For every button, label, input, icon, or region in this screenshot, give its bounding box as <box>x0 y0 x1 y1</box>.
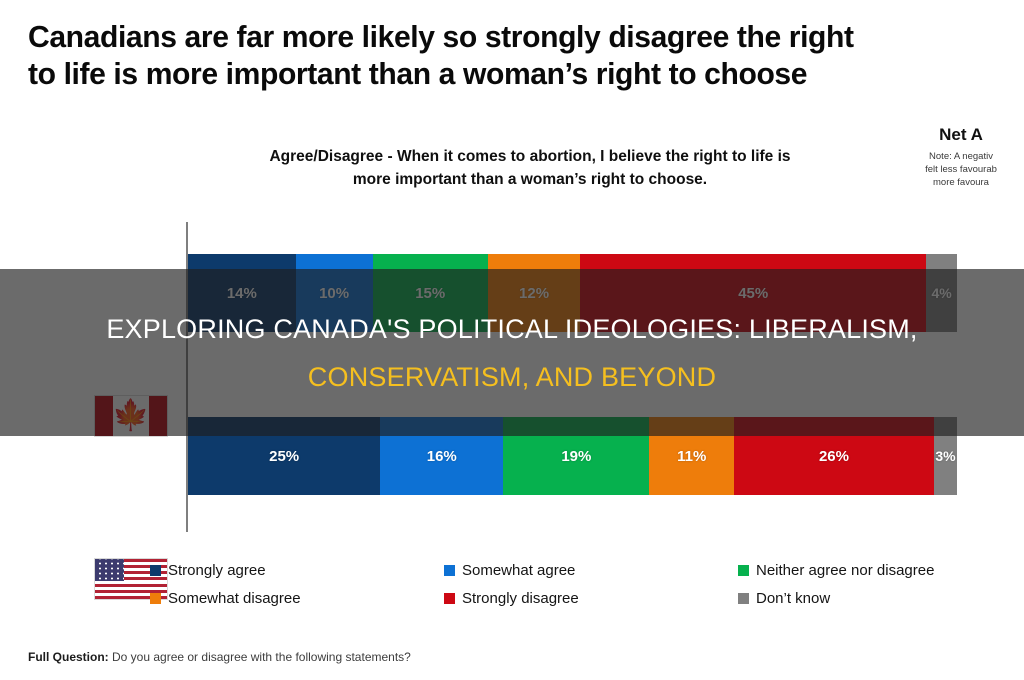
legend-item-strongly-agree[interactable]: Strongly agree <box>150 556 444 584</box>
legend-item-neither-agree-nor-disagree[interactable]: Neither agree nor disagree <box>738 556 950 584</box>
bar-segment-value: 26% <box>818 447 849 465</box>
bar-segment-value: 25% <box>269 447 300 465</box>
legend-swatch-icon <box>444 564 455 576</box>
overlay-scrim <box>0 269 1024 436</box>
bar-segment-value: 3% <box>935 448 956 464</box>
bar-segment-value: 19% <box>561 447 592 465</box>
bar-segment-don-t-know: 3% <box>933 417 957 495</box>
chart-subtitle: Agree/Disagree - When it comes to aborti… <box>190 145 870 191</box>
page-headline: Canadians are far more likely so strongl… <box>28 18 974 92</box>
full-question-text: Do you agree or disagree with the follow… <box>108 650 411 664</box>
legend-label: Somewhat agree <box>462 561 576 579</box>
net-agree-note-line-2: felt less favourab <box>925 164 997 175</box>
legend-label: Strongly agree <box>168 561 266 579</box>
chart-legend: Strongly agree Somewhat agree Neither agre… <box>150 556 950 612</box>
legend-swatch-icon <box>738 564 749 576</box>
legend-item-don-t-know[interactable]: Don’t know <box>738 584 950 612</box>
bar-segment-value: 11% <box>677 447 707 465</box>
headline-line-1: Canadians are far more likely so strongl… <box>28 19 854 54</box>
legend-item-somewhat-disagree[interactable]: Somewhat disagree <box>150 584 444 612</box>
bar-segment-value: 16% <box>426 447 457 465</box>
chart-subtitle-line-2: more important than a woman’s right to c… <box>352 171 708 188</box>
legend-label: Neither agree nor disagree <box>756 561 935 579</box>
legend-swatch-icon <box>150 592 161 604</box>
net-agree-block: Net A Note: A negativ felt less favourab… <box>856 125 1024 189</box>
net-agree-note-line-1: Note: A negativ <box>929 151 993 162</box>
net-agree-title: Net A <box>939 125 983 144</box>
legend-label: Somewhat disagree <box>168 589 301 607</box>
legend-swatch-icon <box>444 592 455 604</box>
net-agree-note-line-3: more favoura <box>933 177 989 188</box>
legend-label: Don’t know <box>756 589 831 607</box>
legend-item-somewhat-agree[interactable]: Somewhat agree <box>444 556 738 584</box>
legend-label: Strongly disagree <box>462 589 579 607</box>
chart-subtitle-line-1: Agree/Disagree - When it comes to aborti… <box>269 148 791 165</box>
full-question-footer: Full Question: Do you agree or disagree … <box>28 650 411 664</box>
headline-line-2: to life is more important than a woman’s… <box>28 56 808 91</box>
net-agree-note: Note: A negativ felt less favourab more … <box>856 150 1024 189</box>
full-question-label: Full Question: <box>28 650 109 664</box>
legend-swatch-icon <box>150 564 161 576</box>
legend-item-strongly-disagree[interactable]: Strongly disagree <box>444 584 738 612</box>
legend-swatch-icon <box>738 592 749 604</box>
